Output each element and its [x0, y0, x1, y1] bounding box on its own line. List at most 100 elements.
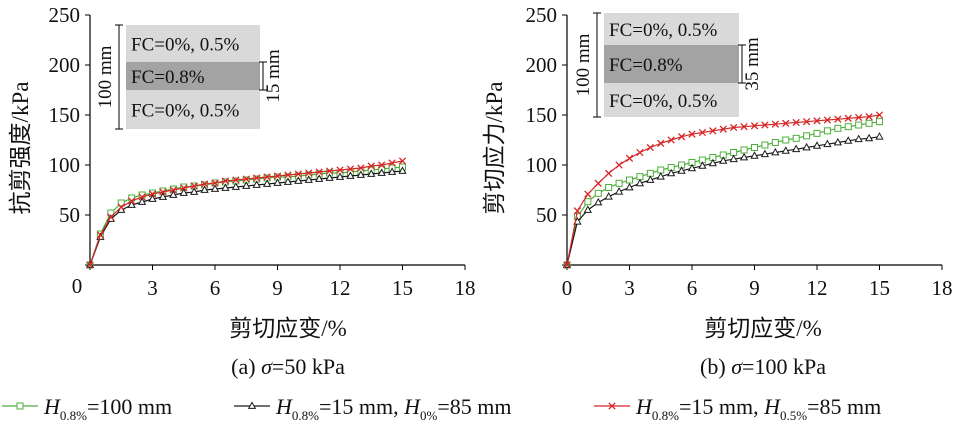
data-point: [96, 231, 105, 239]
data-point: [729, 154, 738, 163]
data-point: [823, 116, 832, 124]
legend-marker: [608, 402, 616, 410]
data-point: [792, 144, 801, 153]
y-axis-label: 抗剪强度/kPa: [8, 82, 33, 215]
data-point: [335, 172, 345, 180]
data-point: [854, 134, 863, 143]
left-dimension-label: 100 mm: [95, 45, 116, 108]
data-point: [605, 169, 613, 177]
chart-panel-a: 3 6 9 12 15 18 0 50 100 150 200 250 剪切应变/% 抗剪强度/kPa (a…: [8, 3, 476, 379]
data-point: [594, 179, 602, 187]
data-point: [656, 172, 665, 180]
data-point: [792, 134, 800, 142]
data-point: [325, 173, 334, 181]
data-point: [138, 193, 146, 201]
data-point: [283, 177, 293, 185]
x-axis-label: 剪切应变/%: [704, 316, 822, 341]
data-point: [594, 197, 603, 206]
data-point: [657, 139, 665, 147]
data-point: [148, 194, 157, 202]
data-point: [211, 179, 219, 187]
data-point: [667, 168, 676, 177]
left-dimension-label: 100 mm: [573, 33, 594, 96]
data-point: [865, 119, 873, 127]
data-point: [876, 118, 883, 126]
data-point: [273, 178, 282, 186]
data-point: [865, 113, 873, 121]
data-point: [573, 207, 582, 215]
y-tick-label: 150: [49, 103, 81, 127]
data-point: [315, 168, 323, 176]
data-point: [750, 151, 759, 159]
data-point: [615, 179, 623, 187]
x-tick-label: 6: [210, 276, 221, 300]
data-point: [812, 141, 822, 149]
data-point: [864, 133, 874, 142]
x-tick-label: 15: [392, 276, 413, 300]
data-point: [169, 190, 178, 198]
y-tick-label: 50: [59, 203, 80, 227]
data-point: [782, 119, 790, 127]
data-point: [646, 143, 654, 152]
data-point: [834, 115, 842, 123]
data-point: [190, 182, 198, 190]
series-x: [86, 157, 407, 269]
data-point: [584, 198, 592, 206]
x-tick-label: 18: [455, 276, 476, 300]
data-point: [315, 174, 324, 182]
data-point: [128, 197, 136, 205]
series-square: [563, 118, 883, 269]
data-point: [210, 184, 220, 192]
data-point: [636, 148, 644, 157]
data-point: [688, 130, 696, 138]
data-point: [615, 161, 623, 169]
data-point: [398, 157, 407, 165]
data-point: [159, 188, 167, 196]
data-point: [148, 190, 157, 198]
data-point: [667, 136, 675, 144]
data-point: [346, 171, 355, 179]
data-point: [646, 175, 655, 183]
data-point: [107, 213, 115, 221]
data-point: [367, 169, 376, 177]
legend-marker: [247, 401, 257, 409]
data-point: [761, 121, 769, 129]
x-axis-label: 剪切应变/%: [229, 316, 347, 341]
y-tick-label: 0: [72, 274, 83, 298]
data-point: [771, 147, 780, 156]
data-point: [158, 192, 168, 200]
x-tick-label: 9: [749, 276, 760, 300]
data-point: [127, 200, 136, 208]
data-point: [834, 124, 842, 132]
legend-label: H0.8%=15 mm, H0.5%=85 mm: [635, 394, 881, 423]
data-point: [252, 180, 261, 188]
x-tick-label: 3: [147, 276, 158, 300]
legend-item: H0.8%=15 mm, H0.5%=85 mm: [594, 394, 881, 423]
x-tick-label: 12: [330, 276, 351, 300]
data-point: [614, 187, 624, 195]
data-point: [179, 188, 188, 196]
y-tick-label: 100: [526, 153, 558, 177]
data-point: [751, 144, 758, 151]
y-axis-label: 剪切应力/kPa: [482, 82, 507, 215]
data-point: [346, 165, 355, 173]
data-point: [823, 139, 832, 148]
data-point: [294, 176, 303, 184]
data-point: [263, 173, 271, 181]
inset-mid-label: FC=0.8%: [609, 55, 683, 76]
data-point: [792, 118, 800, 127]
chart-caption: (a) σ=50 kPa: [231, 354, 345, 379]
data-point: [169, 186, 177, 194]
inset-mid-layer: [126, 62, 260, 90]
data-point: [844, 114, 852, 122]
inset-top-label: FC=0%, 0.5%: [131, 35, 240, 56]
data-point: [844, 123, 852, 131]
data-point: [200, 180, 209, 188]
data-point: [625, 182, 634, 191]
data-point: [273, 172, 282, 180]
inset-top-label: FC=0%, 0.5%: [609, 20, 718, 41]
data-point: [730, 123, 738, 132]
data-point: [304, 175, 313, 183]
series-triangle: [85, 166, 407, 268]
